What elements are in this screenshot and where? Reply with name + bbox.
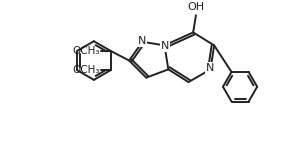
Text: OCH₃: OCH₃ (73, 65, 100, 75)
Text: N: N (206, 63, 215, 73)
Text: N: N (138, 36, 146, 46)
Text: OCH₃: OCH₃ (73, 46, 100, 56)
Text: N: N (160, 41, 169, 51)
Text: OH: OH (187, 2, 205, 12)
